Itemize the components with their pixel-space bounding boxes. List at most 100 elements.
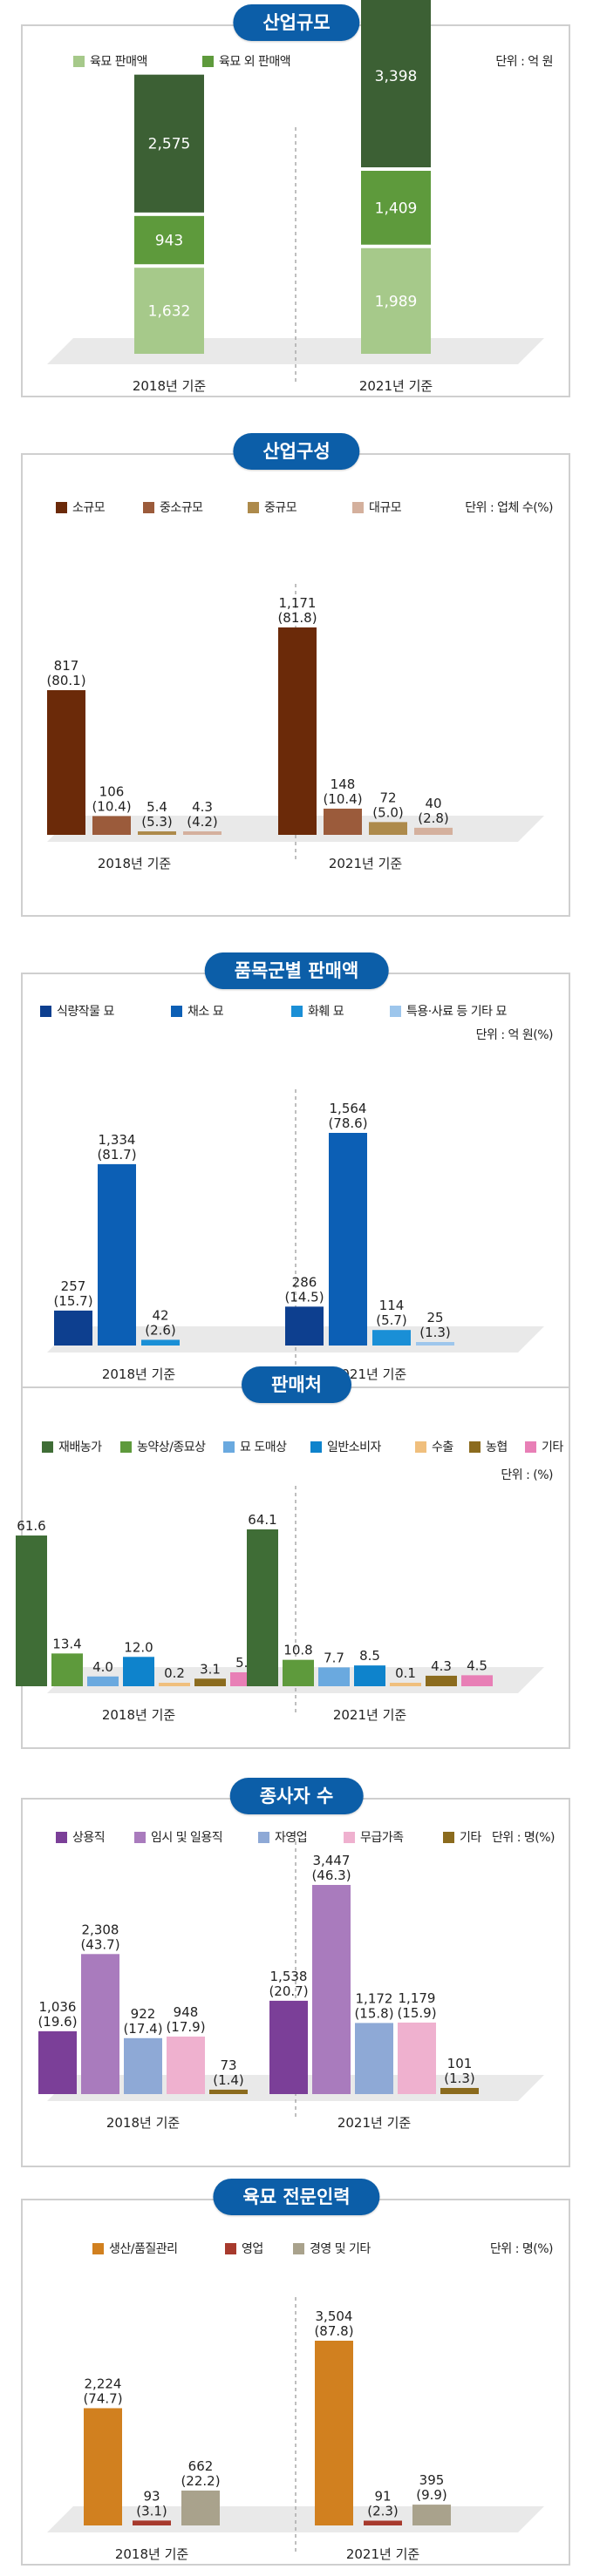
bar-segment bbox=[134, 215, 204, 265]
data-label: (80.1) bbox=[46, 673, 85, 688]
data-label: (20.7) bbox=[269, 1983, 308, 1999]
bar bbox=[38, 2030, 77, 2094]
data-label: 3.1 bbox=[200, 1661, 221, 1677]
legend-item: 화훼 묘 bbox=[291, 1002, 344, 1020]
data-label: 25 bbox=[426, 1310, 443, 1325]
data-label: 10.8 bbox=[283, 1643, 312, 1658]
data-label: (17.9) bbox=[166, 2019, 205, 2035]
data-label: (1.3) bbox=[419, 1325, 451, 1340]
legend-item: 임시 및 일용직 bbox=[134, 1828, 223, 1846]
bar bbox=[81, 1954, 119, 2094]
x-tick-label: 2018년 기준 bbox=[102, 1366, 176, 1382]
data-label: 943 bbox=[155, 233, 183, 250]
data-label: (10.4) bbox=[323, 791, 362, 807]
legend-label: 육묘 외 판매액 bbox=[219, 55, 291, 69]
data-label: (4.2) bbox=[187, 814, 218, 830]
legend-swatch bbox=[134, 1831, 146, 1843]
legend-swatch bbox=[258, 1831, 269, 1843]
legend-swatch bbox=[525, 1441, 536, 1453]
legend-label: 육묘 판매액 bbox=[90, 55, 147, 69]
legend-item: 생산/품질관리 bbox=[92, 2240, 178, 2257]
data-label: 72 bbox=[379, 790, 396, 805]
legend-swatch bbox=[56, 501, 67, 513]
bar-segment bbox=[361, 0, 431, 167]
legend-item: 기타 bbox=[525, 1438, 563, 1455]
data-label: (78.6) bbox=[328, 1115, 367, 1131]
data-label: 61.6 bbox=[17, 1518, 45, 1534]
x-tick-label: 2021년 기준 bbox=[329, 856, 403, 871]
legend-swatch bbox=[223, 1441, 235, 1453]
legend-item: 자영업 bbox=[258, 1828, 308, 1846]
legend-item: 소규모 bbox=[56, 498, 106, 516]
data-label: 948 bbox=[174, 2004, 199, 2020]
data-label: 114 bbox=[379, 1298, 405, 1313]
bar bbox=[98, 1163, 136, 1346]
legend-swatch bbox=[56, 1831, 67, 1843]
legend-label: 묘 도매상 bbox=[240, 1441, 287, 1454]
bar-segment bbox=[134, 268, 204, 354]
data-label: (15.9) bbox=[397, 2005, 436, 2021]
legend-item: 묘 도매상 bbox=[223, 1438, 287, 1455]
legend-label: 재배농가 bbox=[58, 1441, 102, 1454]
legend-item: 상용직 bbox=[56, 1828, 106, 1846]
data-label: 3,398 bbox=[375, 68, 418, 85]
data-label: (15.7) bbox=[53, 1293, 92, 1309]
legend-swatch bbox=[40, 1005, 51, 1017]
data-label: 1,538 bbox=[270, 1969, 308, 1984]
legend-label: 자영업 bbox=[275, 1831, 308, 1845]
data-label: (74.7) bbox=[83, 2390, 122, 2406]
data-label: 93 bbox=[143, 2488, 160, 2504]
chart-plot: 2018년 기준 2021년 기준 1,036(19.6) 2,308(43.7) 92… bbox=[37, 1841, 544, 2131]
legend-label: 식량작물 묘 bbox=[57, 1005, 114, 1019]
bar bbox=[324, 808, 362, 835]
data-label: 1,179 bbox=[399, 1990, 436, 2006]
x-tick-label: 2018년 기준 bbox=[106, 2115, 181, 2131]
bar bbox=[181, 2490, 220, 2525]
data-label: 1,632 bbox=[148, 303, 191, 321]
legend-item: 대규모 bbox=[352, 498, 402, 516]
bar bbox=[416, 1342, 454, 1346]
bar bbox=[440, 2087, 479, 2094]
data-label: (17.4) bbox=[123, 2021, 162, 2037]
data-label: 4.0 bbox=[92, 1659, 113, 1675]
chart-title: 육묘 전문인력 bbox=[213, 2179, 380, 2215]
x-tick-label: 2021년 기준 bbox=[359, 378, 433, 394]
data-label: 12.0 bbox=[124, 1639, 153, 1655]
data-label: (87.8) bbox=[314, 2323, 353, 2339]
bar bbox=[209, 2089, 248, 2094]
legend-label: 화훼 묘 bbox=[308, 1005, 344, 1019]
data-label: (46.3) bbox=[311, 1868, 351, 1883]
legend-label: 상용직 bbox=[72, 1831, 106, 1845]
data-label: 1,989 bbox=[375, 293, 418, 310]
bar bbox=[285, 1306, 324, 1346]
data-label: 395 bbox=[419, 2472, 445, 2488]
bar bbox=[194, 1678, 226, 1686]
bar bbox=[364, 2520, 402, 2525]
legend-label: 기타 bbox=[542, 1441, 563, 1454]
bar bbox=[412, 2505, 451, 2525]
data-label: 1,564 bbox=[330, 1101, 367, 1116]
legend-item: 영업 bbox=[225, 2240, 263, 2257]
data-label: (5.3) bbox=[141, 814, 173, 830]
bar bbox=[183, 831, 222, 835]
legend-swatch bbox=[73, 55, 85, 67]
bar bbox=[247, 1529, 278, 1686]
bar bbox=[124, 2037, 162, 2094]
legend-item: 기타 bbox=[443, 1828, 481, 1846]
legend-swatch bbox=[171, 1005, 182, 1017]
bar bbox=[141, 1339, 180, 1346]
data-label: 0.2 bbox=[164, 1665, 185, 1681]
legend-item: 육묘 판매액 bbox=[73, 52, 147, 70]
legend-item: 채소 묘 bbox=[171, 1002, 224, 1020]
legend-item: 농약상/종묘상 bbox=[120, 1438, 206, 1455]
bar bbox=[167, 2036, 205, 2094]
data-label: 8.5 bbox=[359, 1648, 380, 1664]
legend-item: 식량작물 묘 bbox=[40, 1002, 114, 1020]
x-tick-label: 2021년 기준 bbox=[333, 1366, 407, 1382]
bar bbox=[283, 1659, 314, 1686]
legend-label: 대규모 bbox=[369, 501, 402, 515]
bar bbox=[159, 1683, 190, 1686]
legend-item: 경영 및 기타 bbox=[293, 2240, 371, 2257]
x-tick-label: 2018년 기준 bbox=[98, 856, 172, 871]
x-tick-label: 2018년 기준 bbox=[102, 1707, 176, 1723]
